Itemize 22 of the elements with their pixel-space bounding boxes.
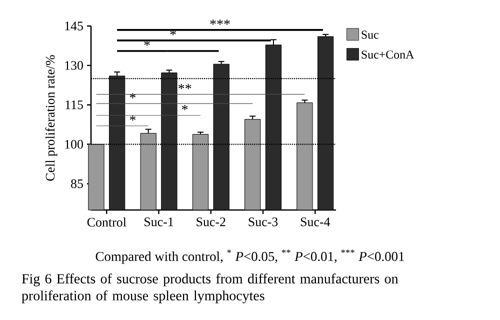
annotation: * [144, 40, 150, 46]
text: Compared with control, $^{*}$ P<0.05, $^{**}$ P<0.01, $^{***}$ P<0.001 [96, 250, 404, 264]
annotation: ** [178, 84, 192, 90]
legend-label: Suc [362, 30, 378, 39]
y-tick-label: 115 [66, 100, 83, 110]
annotation: * [130, 93, 136, 98]
x-tick-label: Suc-2 [196, 218, 226, 226]
x-tick-label: Suc-3 [248, 218, 278, 226]
x-tick-label: Suc-4 [300, 218, 330, 226]
text: *** [210, 20, 230, 25]
annotation: * [170, 30, 176, 36]
y-tick-label: 85 [71, 179, 83, 188]
y-tick-label: 130 [65, 61, 83, 70]
annotation: * [130, 116, 136, 121]
x-tick-label: Control [87, 218, 126, 227]
caption: Fig 6 Effects of sucrose products from different manufacturers on proliferation of mouse spleen lymphocytes [22, 274, 398, 304]
y-tick-label: 145 [65, 22, 83, 30]
annotation: * [182, 105, 188, 110]
legend-label: Suc+ConA [362, 50, 414, 59]
x-tick-label: Suc-1 [144, 218, 174, 226]
y-tick-label: 100 [65, 140, 83, 149]
y-axis-title: Cell proliferation rate/% [45, 55, 58, 181]
